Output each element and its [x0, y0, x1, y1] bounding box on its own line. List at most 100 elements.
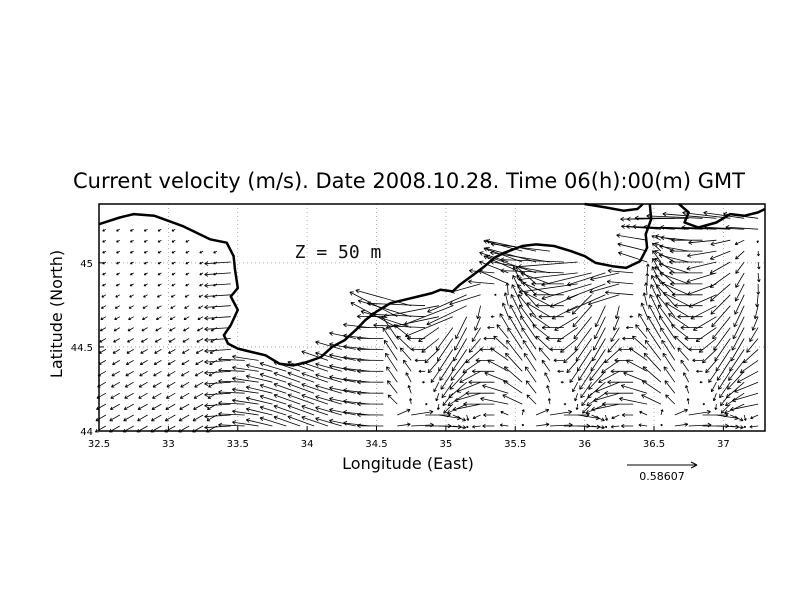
- velocity-arrow: [616, 233, 648, 241]
- velocity-arrow: [640, 302, 648, 317]
- velocity-arrow: [166, 381, 176, 388]
- velocity-arrow: [164, 414, 176, 422]
- velocity-arrow: [204, 261, 231, 266]
- velocity-arrow: [674, 303, 703, 309]
- velocity-arrow: [565, 294, 606, 313]
- velocity-arrow: [204, 414, 231, 419]
- velocity-arrow: [702, 402, 706, 406]
- velocity-arrow: [329, 418, 356, 427]
- coastline-taman: [678, 203, 766, 229]
- velocity-arrow: [137, 403, 148, 410]
- velocity-arrow: [546, 385, 551, 394]
- velocity-arrow: [480, 396, 509, 405]
- velocity-arrow: [356, 368, 384, 374]
- velocity-arrow: [385, 352, 398, 372]
- velocity-arrow: [472, 425, 481, 429]
- velocity-arrow: [753, 305, 759, 320]
- velocity-arrow: [660, 235, 689, 241]
- velocity-arrow: [517, 261, 578, 269]
- velocity-arrow: [573, 316, 592, 340]
- x-tick-label: 33.5: [227, 439, 249, 450]
- velocity-arrow: [711, 305, 731, 328]
- coastline: [98, 202, 766, 367]
- velocity-arrow: [196, 327, 204, 332]
- velocity-arrow: [204, 315, 231, 321]
- velocity-arrow: [129, 283, 134, 287]
- velocity-arrow: [541, 272, 592, 287]
- velocity-arrow: [671, 237, 703, 243]
- velocity-arrow: [545, 336, 564, 341]
- velocity-arrow: [452, 403, 481, 412]
- velocity-arrow: [204, 381, 231, 387]
- velocity-arrow: [204, 304, 231, 310]
- velocity-arrow: [157, 228, 162, 232]
- velocity-arrow: [610, 327, 620, 342]
- velocity-arrow: [746, 338, 759, 353]
- velocity-arrow: [157, 239, 162, 243]
- velocity-arrow: [426, 305, 467, 326]
- velocity-arrow: [517, 284, 537, 306]
- velocity-arrow: [500, 268, 564, 274]
- velocity-arrow: [750, 414, 759, 420]
- velocity-arrow: [730, 425, 744, 430]
- velocity-arrow: [541, 283, 592, 301]
- velocity-arrow: [126, 349, 134, 354]
- velocity-arrow: [301, 415, 329, 427]
- velocity-arrow: [605, 414, 608, 421]
- velocity-arrow: [551, 305, 578, 320]
- velocity-arrow: [101, 294, 107, 298]
- velocity-arrow: [204, 425, 231, 430]
- y-tick-label: 44: [80, 427, 93, 438]
- velocity-arrow: [688, 409, 711, 416]
- velocity-arrow: [487, 325, 495, 330]
- reference-vector-label: 0.58607: [639, 470, 685, 483]
- velocity-arrow: [451, 349, 468, 372]
- velocity-arrow: [628, 347, 648, 361]
- velocity-arrow: [483, 413, 495, 417]
- velocity-arrow: [658, 253, 689, 263]
- velocity-arrow: [430, 371, 440, 383]
- velocity-arrow: [593, 316, 606, 340]
- velocity-arrow: [356, 401, 384, 407]
- velocity-arrow: [591, 338, 606, 362]
- velocity-arrow: [598, 370, 620, 383]
- x-tick-label: 36.5: [643, 439, 665, 450]
- velocity-arrow: [143, 239, 148, 243]
- velocity-arrow: [560, 380, 564, 384]
- velocity-arrow: [409, 398, 413, 405]
- velocity-arrow: [218, 367, 245, 373]
- velocity-arrow: [549, 409, 573, 416]
- velocity-arrow: [595, 381, 620, 393]
- velocity-arrow: [171, 261, 176, 265]
- velocity-arrow: [128, 316, 134, 320]
- velocity-arrow: [213, 250, 218, 254]
- velocity-arrow: [151, 414, 162, 422]
- velocity-arrow: [204, 272, 231, 277]
- velocity-arrow: [127, 327, 134, 332]
- velocity-arrow: [273, 404, 301, 416]
- velocity-arrow: [204, 326, 231, 332]
- velocity-arrow: [204, 392, 231, 398]
- velocity-arrow: [696, 369, 703, 373]
- velocity-arrow: [383, 305, 439, 319]
- velocity-arrow: [440, 371, 454, 390]
- velocity-arrow: [301, 383, 329, 394]
- velocity-arrow: [518, 294, 537, 317]
- velocity-arrow: [579, 371, 592, 390]
- velocity-arrow: [185, 239, 190, 243]
- velocity-arrow: [142, 305, 148, 309]
- coastline-kerch-west: [584, 202, 644, 212]
- velocity-arrow: [734, 239, 745, 246]
- velocity-arrow: [680, 325, 703, 330]
- velocity-arrow: [112, 360, 120, 365]
- velocity-arrow: [170, 305, 176, 309]
- velocity-arrow: [566, 272, 606, 287]
- velocity-arrow: [143, 228, 148, 232]
- velocity-arrow: [315, 406, 342, 416]
- velocity-arrow: [669, 259, 703, 265]
- velocity-arrow: [611, 414, 620, 420]
- velocity-arrow: [199, 261, 204, 265]
- velocity-arrow: [710, 294, 731, 315]
- velocity-arrow: [99, 338, 107, 343]
- velocity-arrow: [182, 349, 190, 354]
